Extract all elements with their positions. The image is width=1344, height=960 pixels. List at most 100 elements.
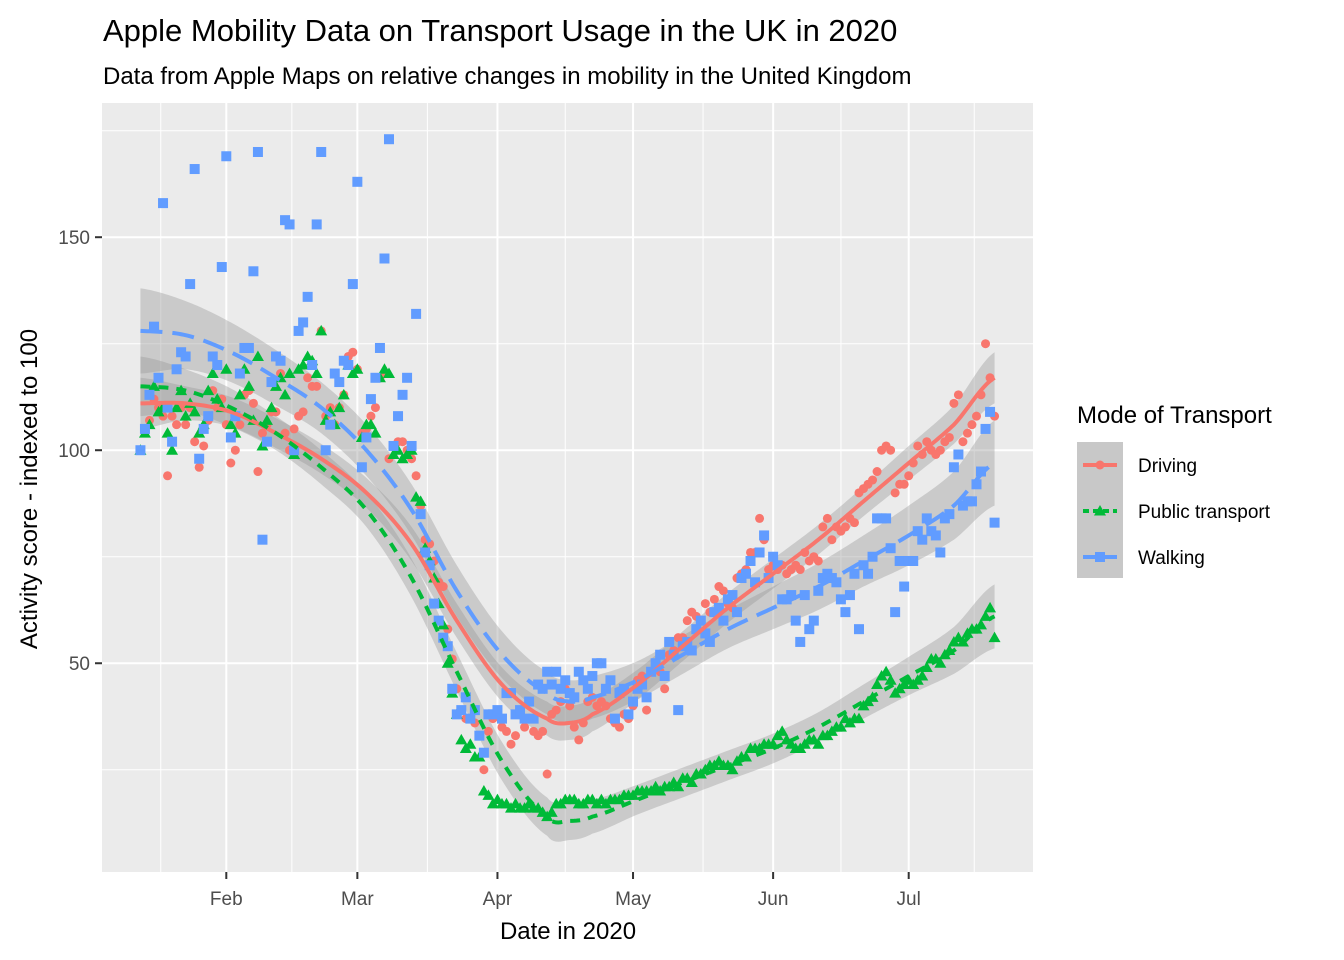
point-public-transport bbox=[147, 380, 160, 391]
point-driving bbox=[248, 398, 258, 408]
point-walking bbox=[284, 219, 295, 230]
smooth-lines bbox=[140, 328, 996, 825]
point-walking bbox=[894, 555, 905, 566]
legend-label: Driving bbox=[1138, 456, 1197, 477]
point-walking bbox=[551, 666, 562, 677]
point-public-transport bbox=[880, 665, 893, 677]
x-tick-label: Jul bbox=[897, 889, 921, 910]
point-driving bbox=[190, 437, 200, 447]
point-public-transport bbox=[916, 670, 929, 681]
point-walking bbox=[966, 496, 977, 507]
point-walking bbox=[293, 325, 304, 336]
point-public-transport bbox=[351, 363, 364, 374]
point-walking bbox=[135, 445, 146, 456]
point-walking bbox=[424, 560, 435, 571]
point-walking bbox=[921, 513, 932, 524]
point-walking bbox=[352, 176, 363, 187]
point-walking bbox=[691, 624, 702, 635]
point-walking bbox=[528, 713, 539, 724]
point-walking bbox=[908, 555, 919, 566]
point-driving bbox=[886, 445, 896, 455]
point-public-transport bbox=[414, 495, 427, 506]
point-walking bbox=[411, 308, 422, 319]
point-walking bbox=[731, 607, 742, 618]
point-driving bbox=[682, 616, 692, 626]
point-walking bbox=[750, 577, 761, 588]
point-walking bbox=[429, 598, 440, 609]
point-walking bbox=[835, 594, 846, 605]
point-public-transport bbox=[202, 384, 215, 396]
point-public-transport bbox=[224, 418, 237, 430]
point-walking bbox=[307, 360, 318, 371]
x-axis-title: Date in 2020 bbox=[500, 918, 636, 945]
point-walking bbox=[618, 683, 629, 694]
point-walking bbox=[844, 590, 855, 601]
point-walking bbox=[768, 551, 779, 562]
point-walking bbox=[917, 534, 928, 545]
point-driving bbox=[614, 722, 624, 732]
point-driving bbox=[226, 458, 236, 468]
point-walking bbox=[808, 615, 819, 626]
point-walking bbox=[442, 641, 453, 652]
point-walking bbox=[370, 372, 381, 383]
legend-triangle-icon bbox=[1094, 505, 1106, 516]
smooth-line-public-transport bbox=[140, 384, 996, 825]
point-walking bbox=[311, 219, 322, 230]
point-walking bbox=[587, 671, 598, 682]
point-walking bbox=[275, 355, 286, 366]
point-walking bbox=[623, 709, 634, 720]
point-walking bbox=[243, 342, 254, 353]
point-driving bbox=[181, 420, 191, 430]
point-walking bbox=[460, 692, 471, 703]
point-driving bbox=[944, 432, 954, 442]
point-walking bbox=[641, 692, 652, 703]
x-axis: Feb Mar Apr May Jun Jul bbox=[210, 872, 921, 910]
point-public-transport bbox=[884, 674, 897, 685]
point-driving bbox=[872, 467, 882, 477]
point-walking bbox=[600, 683, 611, 694]
point-walking bbox=[225, 432, 236, 443]
point-walking bbox=[171, 364, 182, 375]
x-tick-label: May bbox=[615, 889, 651, 910]
point-driving bbox=[967, 420, 977, 430]
point-walking bbox=[320, 445, 331, 456]
point-walking bbox=[754, 547, 765, 558]
point-walking bbox=[298, 317, 309, 328]
point-public-transport bbox=[464, 738, 477, 749]
y-tick-label: 150 bbox=[58, 228, 90, 249]
point-public-transport bbox=[188, 405, 201, 417]
point-driving bbox=[298, 407, 308, 417]
point-driving bbox=[899, 479, 909, 489]
point-driving bbox=[520, 722, 530, 732]
point-walking bbox=[198, 423, 209, 434]
point-walking bbox=[356, 462, 367, 473]
point-walking bbox=[605, 675, 616, 686]
point-walking bbox=[772, 560, 783, 571]
point-public-transport bbox=[297, 359, 310, 370]
point-driving bbox=[551, 705, 561, 715]
point-walking bbox=[212, 360, 223, 371]
point-walking bbox=[334, 377, 345, 388]
point-driving bbox=[501, 726, 511, 736]
point-walking bbox=[831, 577, 842, 588]
point-walking bbox=[759, 530, 770, 541]
point-public-transport bbox=[988, 631, 1001, 643]
smooth-line-walking bbox=[140, 328, 996, 704]
point-walking bbox=[853, 624, 864, 635]
point-driving bbox=[172, 420, 182, 430]
point-walking bbox=[542, 666, 553, 677]
point-driving bbox=[935, 445, 945, 455]
point-walking bbox=[637, 679, 648, 690]
point-driving bbox=[890, 488, 900, 498]
point-walking bbox=[989, 517, 1000, 528]
point-walking bbox=[519, 713, 530, 724]
point-walking bbox=[686, 645, 697, 656]
point-walking bbox=[976, 466, 987, 477]
legend-item: Driving bbox=[1083, 456, 1197, 477]
x-tick-label: Jun bbox=[758, 889, 789, 910]
point-public-transport bbox=[233, 388, 246, 400]
point-driving bbox=[868, 475, 878, 485]
point-walking bbox=[650, 658, 661, 669]
point-public-transport bbox=[333, 401, 346, 413]
legend: Mode of Transport Driving Public transpor… bbox=[1077, 402, 1272, 578]
